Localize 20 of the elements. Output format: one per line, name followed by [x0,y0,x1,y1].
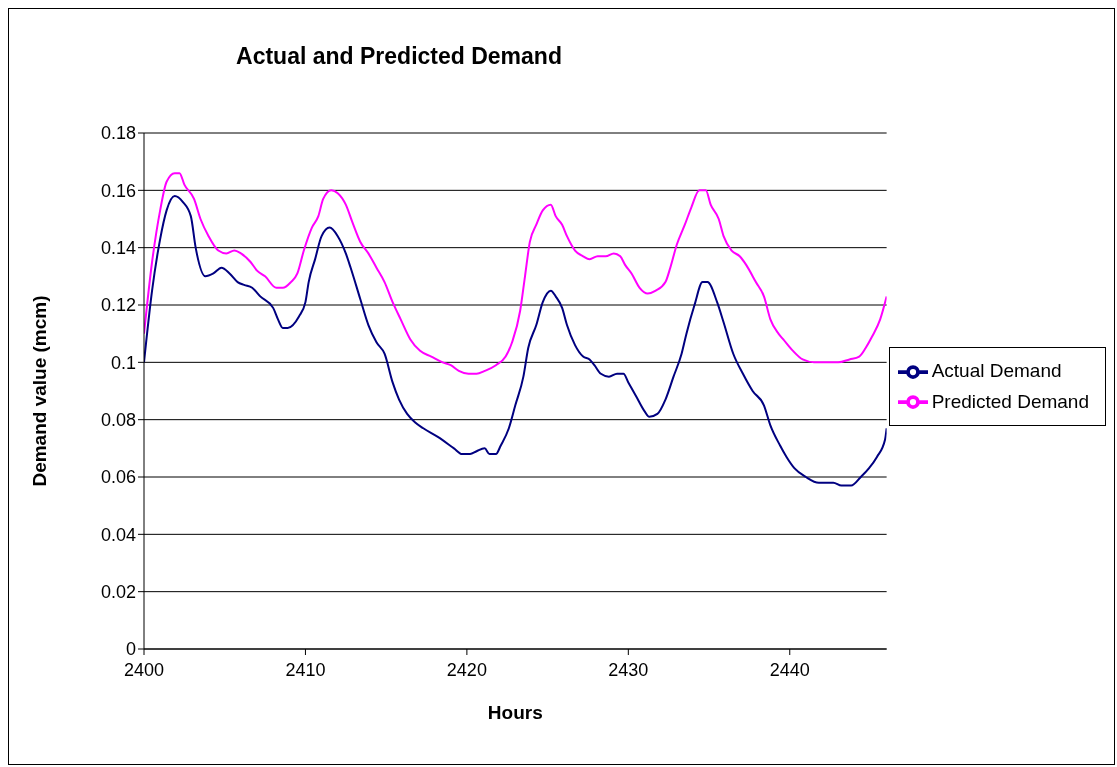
x-tick-label: 2430 [608,659,649,680]
legend-label: Predicted Demand [931,390,1089,412]
chart-title: Actual and Predicted Demand [235,43,563,70]
y-tick-label: 0.16 [100,180,136,201]
y-tick-label: 0.02 [100,582,136,603]
y-tick-label: 0.14 [100,238,136,259]
legend-label: Actual Demand [931,359,1062,381]
y-tick-label: 0.08 [100,410,136,431]
x-tick-label: 2420 [446,659,487,680]
y-tick-label: 0.18 [100,123,136,144]
x-axis-title: Hours [487,702,543,723]
y-tick-label: 0.04 [100,524,136,545]
y-tick-label: 0.1 [110,352,136,373]
y-tick-label: 0 [125,639,136,660]
y-axis-title: Demand value (mcm) [28,295,50,487]
y-tick-label: 0.06 [100,467,136,488]
x-tick-label: 2440 [769,659,810,680]
x-tick-label: 2400 [123,659,165,680]
x-tick-label: 2410 [285,659,326,680]
y-tick-label: 0.12 [100,295,136,316]
